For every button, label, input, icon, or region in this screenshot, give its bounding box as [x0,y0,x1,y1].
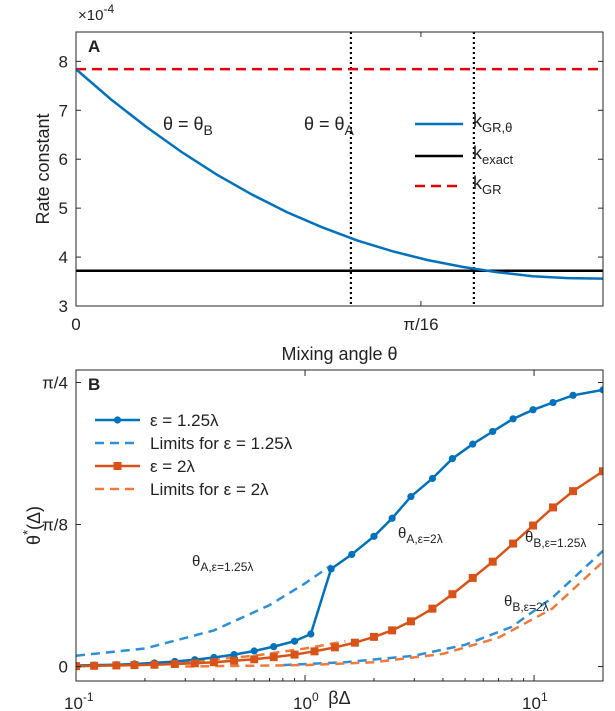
k-gr-theta-curve [76,68,603,280]
plot-area-b [76,386,603,671]
marker-2-10 [269,653,278,662]
ytick-label-a-2: 5 [59,199,68,218]
marker-2-4 [150,660,159,669]
marker-2-13 [330,643,339,652]
marker-2-2 [112,661,121,670]
marker-2-15 [369,632,378,641]
marker-0-9 [250,647,258,655]
marker-2-26 [599,467,603,476]
marker-0-13 [327,565,335,573]
marker-0-8 [230,651,238,659]
axes-box-b [75,369,604,682]
ylabel-b: θ*(Δ) [20,506,44,545]
ytick-label-b-1: π/8 [42,516,68,535]
marker-2-23 [529,521,538,530]
marker-2-21 [488,557,497,566]
vline-label-1: θ = θA [304,114,355,138]
marker-0-17 [407,492,415,501]
marker-0-19 [448,454,456,463]
legend-b-label-1: Limits for ε = 1.25λ [150,434,293,453]
series-line-0 [76,388,603,667]
marker-2-24 [549,503,558,512]
limit-1-branch-1 [282,549,603,667]
marker-2-14 [350,638,359,647]
xtick-label-b-2: 101 [522,690,548,711]
series-line-2 [76,470,603,668]
xtick-label-a-0: 0 [71,315,80,334]
marker-0-24 [549,398,557,407]
annotation-b-0: θA,ε=1.25λ [192,553,253,574]
limit-1-branch-0 [76,564,332,657]
marker-2-16 [388,626,397,635]
legend-b-label-0: ε = 1.25λ [150,411,219,430]
legend-b-marker-0 [113,416,122,424]
limit-3-branch-0 [76,639,346,668]
legend-b-label-2: ε = 2λ [150,457,195,476]
marker-2-1 [90,661,99,670]
marker-0-11 [290,637,299,645]
ytick-label-a-3: 6 [59,150,68,169]
marker-2-17 [406,617,415,626]
panel-label-a: A [88,37,100,56]
marker-0-26 [599,386,603,394]
xtick-label-a-1: π/16 [403,315,438,334]
marker-2-3 [130,661,139,670]
xtick-label-b-0: 10-1 [64,690,94,711]
marker-0-20 [469,440,477,448]
legend-b-marker-2 [113,462,122,470]
ytick-label-b-0: 0 [59,658,68,677]
marker-0-18 [428,474,437,483]
ytick-label-b-2: π/4 [42,374,68,393]
exponent-label: ×10-4 [78,2,114,24]
ytick-label-a-5: 8 [59,52,68,71]
legend-label-0: kGR,θ [473,111,512,135]
marker-0-12 [307,630,315,638]
marker-2-18 [428,604,437,613]
marker-2-9 [250,655,259,664]
axes-box-a [75,31,604,307]
marker-2-6 [190,659,199,668]
marker-2-19 [448,590,457,599]
vline-label-0: θ = θB [163,114,213,138]
marker-2-12 [310,647,319,656]
plot-area-a [76,32,603,306]
ytick-label-a-4: 7 [59,101,68,120]
marker-0-25 [569,391,577,399]
marker-0-14 [348,550,356,559]
marker-0-23 [529,406,537,414]
marker-0-15 [370,532,378,540]
marker-2-7 [209,658,218,667]
marker-2-22 [509,539,518,548]
legend-label-2: kGR [473,173,502,197]
legend-b-label-3: Limits for ε = 2λ [150,480,269,499]
marker-0-16 [388,514,396,522]
annotation-b-3: θB,ε=2λ [504,593,549,614]
marker-0-22 [509,415,517,423]
xlabel-b: βΔ [328,688,350,708]
marker-2-20 [468,573,477,582]
xtick-label-b-1: 100 [293,690,319,711]
marker-0-10 [270,643,278,651]
limit-3-branch-1 [185,560,603,668]
marker-0-21 [489,427,497,436]
annotation-b-1: θA,ε=2λ [398,525,443,546]
ytick-label-a-0: 3 [59,297,68,316]
ytick-label-a-1: 4 [59,248,68,267]
panel-b: 0 π/8 π/4 10-1 100 101 BβΔ θ*(Δ) ε = 1.25λ Limits… [20,369,604,711]
panel-label-b: B [88,375,100,394]
marker-2-8 [230,656,239,665]
ylabel-a: Rate constant [33,113,53,224]
marker-2-11 [290,650,299,659]
legend-label-1: kexact [473,143,513,167]
marker-2-5 [170,660,179,669]
xlabel-a: Mixing angle θ [281,344,397,364]
annotation-b-2: θB,ε=1.25λ [525,529,586,550]
marker-2-25 [569,487,578,496]
